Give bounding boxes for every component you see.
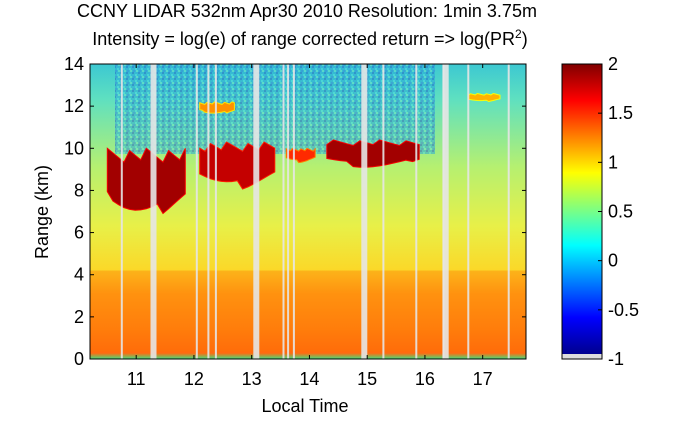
y-tick-label: 12 [64, 96, 84, 116]
data-gap [287, 64, 290, 359]
data-gap [415, 64, 418, 359]
y-tick-label: 4 [74, 265, 84, 285]
colorbar-tick-label: 2 [608, 54, 618, 74]
x-tick-label: 11 [127, 369, 146, 389]
colorbar-tick-label: 0.5 [608, 202, 633, 222]
data-gap [120, 64, 123, 359]
colorbar-fill [562, 64, 602, 354]
data-gap [195, 64, 198, 359]
data-gap [214, 64, 217, 359]
x-tick-label: 14 [299, 369, 319, 389]
x-tick-label: 17 [473, 369, 493, 389]
x-tick-label: 12 [184, 369, 204, 389]
title-line-1: CCNY LIDAR 532nm Apr30 2010 Resolution: … [77, 1, 537, 21]
data-gap [207, 64, 210, 359]
y-tick-label: 14 [64, 54, 84, 74]
data-gap [382, 64, 385, 359]
y-tick-label: 0 [74, 349, 84, 369]
title-line-2: Intensity = log(e) of range corrected re… [92, 27, 527, 49]
data-gap [467, 64, 470, 359]
plot-area [90, 64, 526, 359]
colorbar-tick-label: -0.5 [608, 300, 639, 320]
plot-frame [89, 63, 527, 360]
colorbar-bottom-strip [562, 354, 602, 359]
title-line-2-sup: 2 [515, 27, 522, 41]
cloud-layer [106, 147, 186, 215]
x-tick-label: 16 [415, 369, 435, 389]
colorbar-tick-label: 1 [608, 152, 618, 172]
high-altitude-noise [115, 64, 435, 154]
data-gap [253, 64, 260, 359]
data-gap [361, 64, 368, 359]
y-tick-label: 10 [64, 138, 84, 158]
cloud-layer [467, 92, 501, 103]
cloud-layer [199, 101, 235, 114]
y-tick-label: 6 [74, 223, 84, 243]
colorbar-tick-label: 1.5 [608, 103, 633, 123]
title-line-2-prefix: Intensity = log(e) of range corrected re… [92, 29, 515, 49]
data-gap [442, 64, 449, 359]
boundary-layer [90, 270, 526, 352]
data-gap [150, 64, 157, 359]
data-gap [282, 64, 285, 359]
data-gap [292, 64, 295, 359]
x-tick-label: 15 [357, 369, 377, 389]
title-line-2-suffix: ) [522, 29, 528, 49]
cloud-layer [326, 139, 420, 168]
y-axis-label: Range (km) [32, 165, 52, 259]
y-tick-label: 8 [74, 180, 84, 200]
y-tick-label: 2 [74, 307, 84, 327]
x-tick-label: 13 [242, 369, 262, 389]
x-axis-label: Local Time [261, 396, 348, 416]
data-gap [507, 64, 510, 359]
colorbar-tick-label: -1 [608, 349, 624, 369]
colorbar-tick-label: 0 [608, 251, 618, 271]
